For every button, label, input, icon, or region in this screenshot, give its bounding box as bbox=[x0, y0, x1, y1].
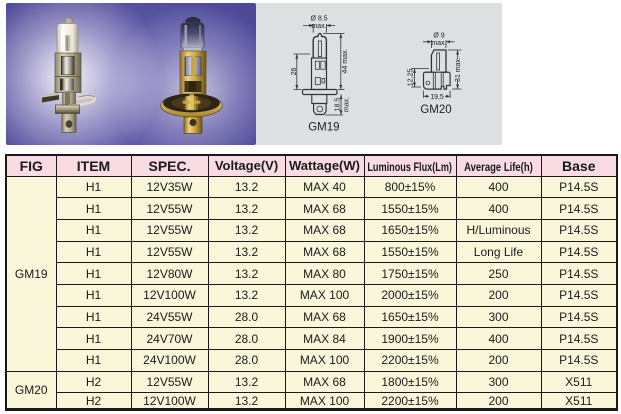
svg-text:31 max.: 31 max. bbox=[455, 57, 462, 82]
svg-text:44 max.: 44 max. bbox=[342, 48, 349, 73]
svg-text:Ø 9: Ø 9 bbox=[433, 33, 444, 40]
svg-text:18.5: 18.5 bbox=[334, 98, 341, 112]
svg-text:max.: max. bbox=[343, 97, 350, 112]
svg-text:max.: max. bbox=[431, 40, 446, 47]
svg-text:max.: max. bbox=[311, 23, 326, 30]
svg-text:Ø 8.5: Ø 8.5 bbox=[310, 16, 327, 23]
svg-text:19,5: 19,5 bbox=[430, 94, 444, 101]
svg-text:26: 26 bbox=[291, 68, 298, 76]
svg-text:GM19: GM19 bbox=[308, 122, 339, 134]
svg-text:GM20: GM20 bbox=[420, 104, 451, 116]
svg-text:12,25: 12,25 bbox=[408, 69, 415, 87]
